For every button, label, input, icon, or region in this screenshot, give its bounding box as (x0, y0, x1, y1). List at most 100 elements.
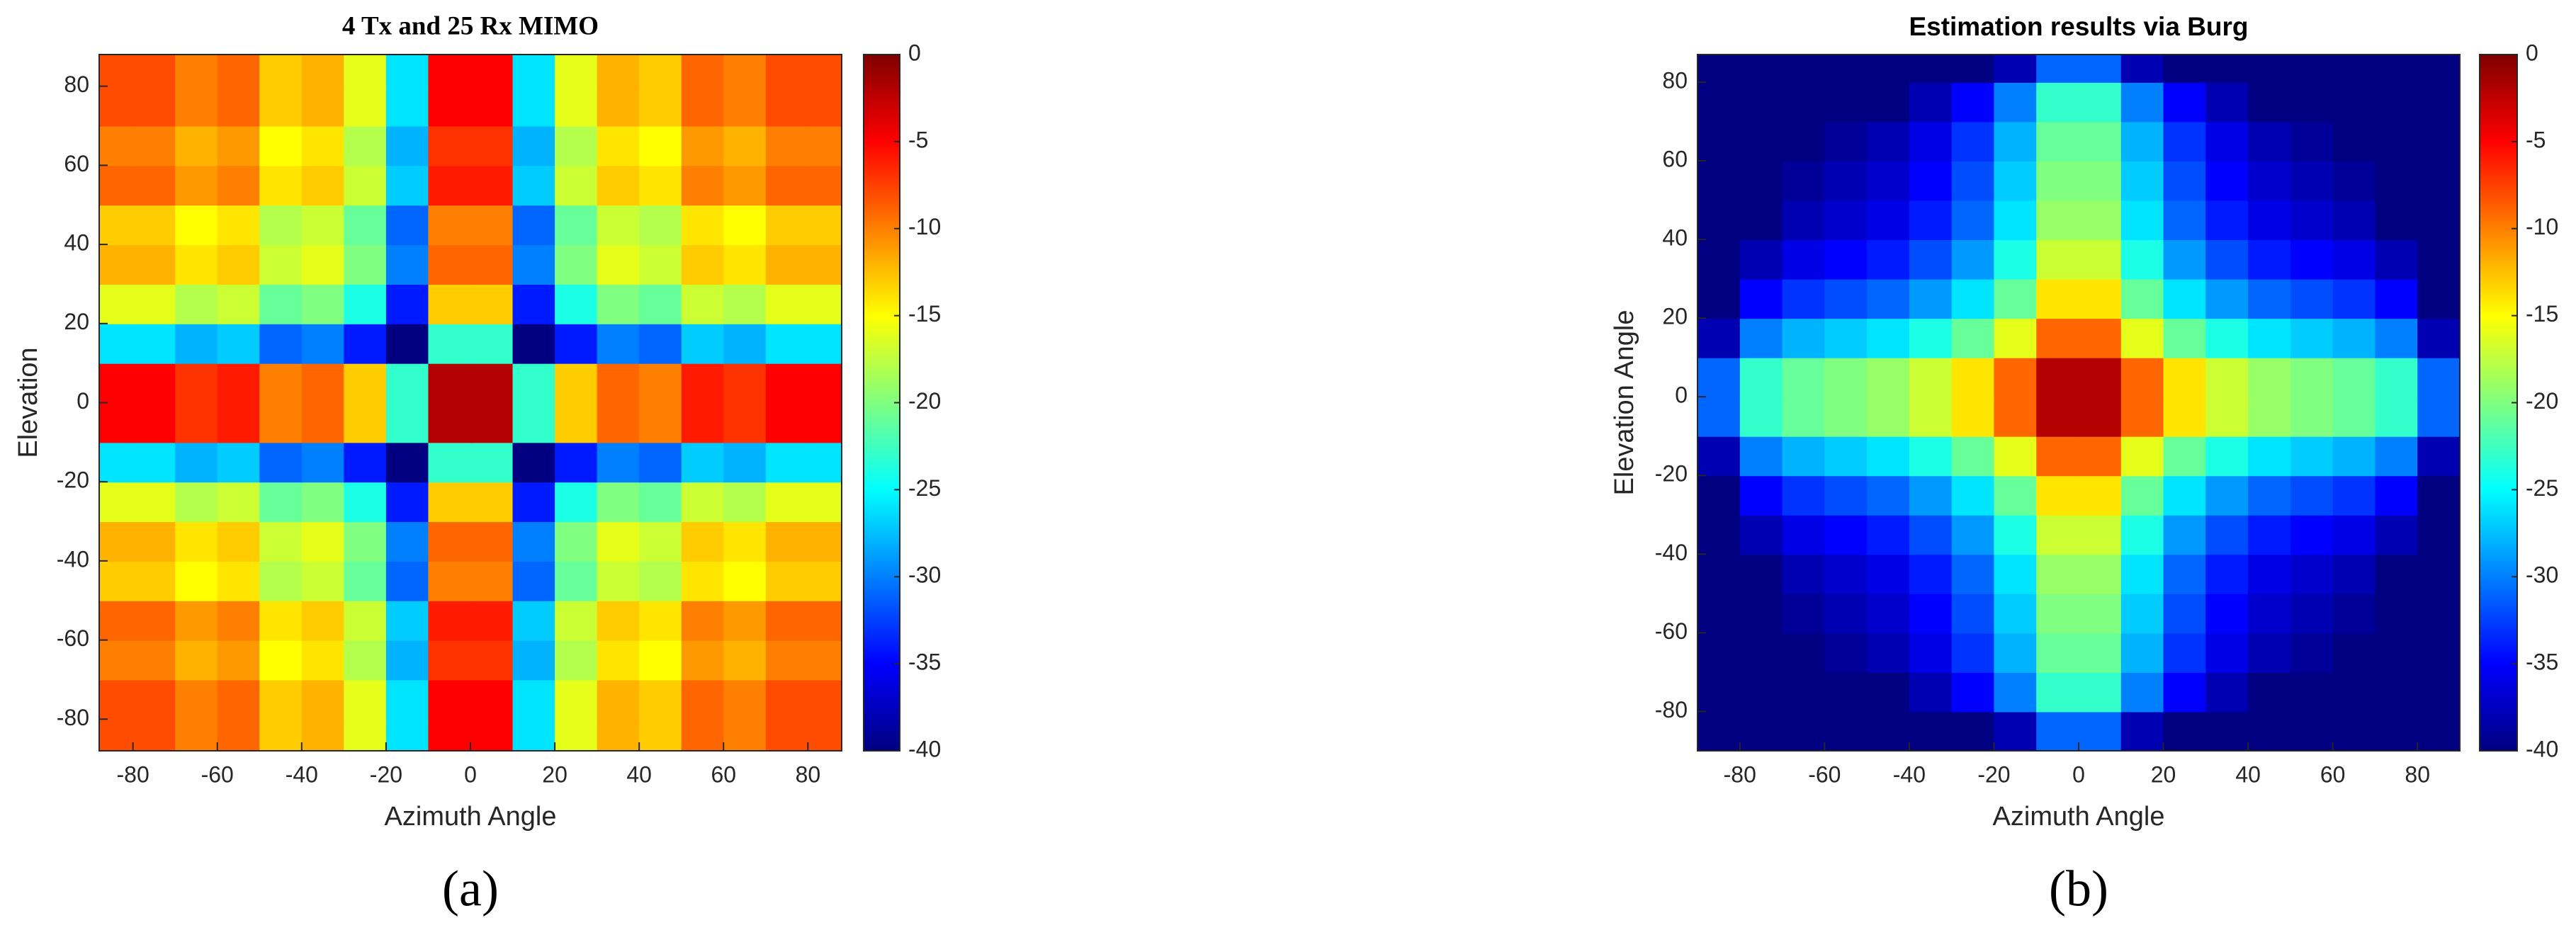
heatmap-cell (1909, 318, 1953, 358)
heatmap-cell (470, 55, 514, 87)
heatmap-cell (2205, 671, 2249, 713)
heatmap-cell (2205, 121, 2249, 161)
heatmap-cell (2205, 318, 2249, 358)
heatmap-cell (2290, 81, 2334, 123)
heatmap-cell (1782, 593, 1826, 634)
heatmap-cell (2248, 633, 2291, 673)
heatmap-cell (99, 482, 134, 523)
heatmap-cell (385, 560, 429, 601)
heatmap-cell (639, 244, 682, 285)
heatmap-cell (470, 125, 514, 166)
heatmap-cell (217, 86, 261, 127)
heatmap-cell (1951, 239, 1995, 280)
heatmap-cell (175, 482, 218, 523)
heatmap-cell (344, 363, 387, 404)
heatmap-cell (1782, 81, 1826, 123)
heatmap-cell (639, 55, 682, 87)
x-tick-label: 0 (2072, 761, 2085, 787)
heatmap-cell (385, 283, 429, 324)
heatmap-cell (512, 165, 556, 206)
heatmap-cell (723, 600, 767, 641)
heatmap-cell (132, 679, 176, 720)
heatmap-cell (2120, 554, 2164, 594)
heatmap-cell (2163, 436, 2207, 477)
heatmap-cell (2036, 160, 2079, 201)
heatmap-cell (344, 125, 387, 166)
heatmap-cell (555, 600, 598, 641)
heatmap-cell (301, 640, 345, 681)
x-tick-label: 40 (2235, 761, 2261, 787)
heatmap-cell (2290, 239, 2334, 280)
heatmap-cell (2163, 633, 2207, 673)
heatmap-cell (639, 482, 682, 523)
heatmap-cell (385, 165, 429, 206)
heatmap-cell (681, 205, 725, 246)
heatmap-cell (639, 600, 682, 641)
heatmap-cell (132, 640, 176, 681)
heatmap-cell (217, 55, 261, 87)
heatmap-cell (470, 244, 514, 285)
heatmap-cell (765, 560, 809, 601)
heatmap-cell (132, 283, 176, 324)
heatmap-cell (2205, 160, 2249, 201)
heatmap-cell (512, 323, 556, 364)
heatmap-cell (808, 283, 842, 324)
heatmap-cell (385, 125, 429, 166)
heatmap-cell (2417, 475, 2460, 516)
heatmap-cell (344, 600, 387, 641)
heatmap-cell (765, 442, 809, 483)
heatmap-cell (385, 482, 429, 523)
heatmap-cell (1824, 397, 1868, 437)
heatmap-cell (2375, 121, 2419, 161)
heatmap-cell (2120, 633, 2164, 673)
heatmap-cell (2417, 711, 2460, 751)
heatmap-cell (808, 244, 842, 285)
heatmap-cell (1739, 357, 1783, 398)
heatmap-cell (681, 442, 725, 483)
heatmap-cell (2417, 397, 2460, 437)
heatmap-cell (1824, 436, 1868, 477)
heatmap-cell (2290, 55, 2334, 83)
heatmap-cell (2290, 278, 2334, 319)
heatmap-cells (99, 55, 842, 751)
heatmap-cell (1824, 357, 1868, 398)
heatmap-cell (555, 442, 598, 483)
heatmap-cell (808, 482, 842, 523)
heatmap-cell (1909, 554, 1953, 594)
heatmap-cell (681, 323, 725, 364)
heatmap-cell (1824, 514, 1868, 555)
heatmap-cell (1697, 514, 1741, 555)
heatmap-cell (2120, 121, 2164, 161)
heatmap-cell (2120, 318, 2164, 358)
heatmap-cell (175, 679, 218, 720)
heatmap-cell (344, 521, 387, 562)
heatmap-cell (2417, 278, 2460, 319)
heatmap-cell (2417, 357, 2460, 398)
heatmap-cell (2036, 318, 2079, 358)
heatmap-cell (259, 521, 303, 562)
heatmap-cell (2079, 436, 2122, 477)
heatmap-cell (2248, 593, 2291, 634)
heatmap-cell (1994, 554, 2038, 594)
heatmap-cell (681, 86, 725, 127)
heatmap-cell (681, 283, 725, 324)
heatmap-cell (428, 402, 471, 443)
heatmap-cell (2332, 554, 2376, 594)
heatmap-cell (301, 560, 345, 601)
heatmap-cell (2332, 436, 2376, 477)
heatmap-cell (1739, 278, 1783, 319)
heatmap-cell (2036, 475, 2079, 516)
y-tick-label: -60 (57, 625, 89, 651)
heatmap-cell (1782, 514, 1826, 555)
heatmap-cell (808, 442, 842, 483)
heatmap-cell (1867, 514, 1910, 555)
heatmap-cell (2417, 160, 2460, 201)
heatmap-cell (2036, 357, 2079, 398)
heatmap-cell (2248, 318, 2291, 358)
heatmap-cell (2375, 475, 2419, 516)
heatmap-cell (1739, 239, 1783, 280)
heatmap-cell (428, 205, 471, 246)
heatmap-cell (301, 55, 345, 87)
heatmap-cell (765, 679, 809, 720)
heatmap-cell (723, 205, 767, 246)
